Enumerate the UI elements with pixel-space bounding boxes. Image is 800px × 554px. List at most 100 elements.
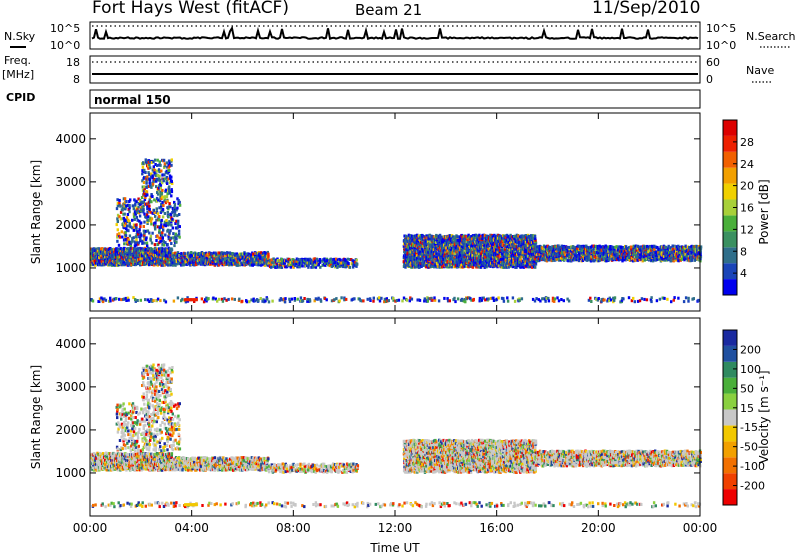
range-gate-cell bbox=[172, 232, 175, 236]
range-gate-cell bbox=[434, 239, 437, 243]
range-gate-cell bbox=[156, 191, 159, 194]
range-gate-cell bbox=[509, 235, 512, 239]
range-gate-cell bbox=[466, 248, 469, 252]
range-gate-cell bbox=[132, 223, 136, 227]
range-gate-cell bbox=[160, 169, 163, 173]
range-gate-cell bbox=[594, 255, 598, 259]
cpid-panel: CPID normal 150 bbox=[6, 89, 701, 109]
range-gate-cell bbox=[160, 218, 163, 222]
range-gate-cell bbox=[497, 245, 501, 249]
range-gate-cell bbox=[116, 248, 120, 251]
range-gate-cell bbox=[517, 236, 520, 240]
range-gate-cell bbox=[475, 246, 478, 249]
range-gate-cell bbox=[157, 261, 161, 265]
range-gate-cell bbox=[166, 228, 170, 232]
range-gate-cell bbox=[125, 200, 128, 203]
range-gate-cell bbox=[506, 245, 509, 249]
range-gate-cell bbox=[419, 242, 422, 246]
range-gate-cell bbox=[108, 263, 112, 267]
range-gate-cell bbox=[610, 247, 613, 251]
range-gate-cell bbox=[481, 237, 484, 241]
range-gate-cell bbox=[168, 222, 171, 226]
range-gate-cell bbox=[499, 257, 503, 261]
range-gate-cell bbox=[125, 204, 128, 208]
range-gate-cell bbox=[119, 210, 123, 214]
range-gate-cell bbox=[246, 252, 250, 256]
range-gate-cell bbox=[411, 256, 415, 260]
range-gate-cell bbox=[519, 265, 522, 269]
range-gate-cell bbox=[263, 261, 266, 265]
range-gate-cell bbox=[153, 179, 156, 183]
range-gate-cell bbox=[148, 263, 151, 267]
range-gate-cell bbox=[147, 248, 150, 252]
range-gate-cell bbox=[627, 253, 631, 257]
range-gate-cell bbox=[129, 244, 133, 247]
range-gate-cell bbox=[175, 240, 178, 244]
range-gate-cell bbox=[171, 182, 174, 185]
range-gate-cell bbox=[174, 222, 177, 225]
range-gate-cell bbox=[134, 248, 137, 252]
range-gate-cell bbox=[250, 256, 254, 259]
range-gate-cell bbox=[126, 213, 130, 216]
range-gate-cell bbox=[150, 222, 153, 226]
range-gate-cell bbox=[456, 235, 459, 239]
range-gate-cell bbox=[300, 262, 303, 266]
range-gate-cell bbox=[146, 259, 150, 263]
range-gate-cell bbox=[116, 228, 119, 232]
range-gate-cell bbox=[463, 241, 466, 245]
range-gate-cell bbox=[505, 261, 509, 265]
range-gate-cell bbox=[135, 223, 138, 227]
range-gate-cell bbox=[166, 223, 170, 227]
range-gate-cell bbox=[521, 253, 524, 257]
range-gate-cell bbox=[538, 247, 542, 251]
range-gate-cell bbox=[632, 253, 635, 257]
nave-tick-low: 0 bbox=[706, 73, 713, 86]
range-gate-cell bbox=[451, 235, 455, 239]
range-gate-cell bbox=[431, 265, 434, 268]
range-gate-cell bbox=[151, 231, 154, 235]
range-gate-cell bbox=[419, 239, 422, 243]
range-gate-cell bbox=[440, 235, 443, 239]
range-gate-cell bbox=[281, 259, 284, 263]
range-gate-cell bbox=[450, 260, 453, 264]
range-gate-cell bbox=[143, 220, 146, 224]
range-gate-cell bbox=[427, 255, 430, 259]
range-gate-cell bbox=[169, 263, 172, 267]
range-gate-cell bbox=[471, 265, 474, 269]
range-gate-cell bbox=[506, 257, 509, 261]
range-gate-cell bbox=[447, 263, 451, 267]
range-gate-cell bbox=[501, 255, 504, 258]
range-gate-cell bbox=[163, 199, 166, 203]
range-gate-cell bbox=[517, 252, 520, 256]
range-gate-cell bbox=[438, 249, 441, 253]
noise-tick-low: 10^0 bbox=[50, 39, 80, 52]
range-gate-cell bbox=[286, 264, 290, 268]
range-gate-cell bbox=[143, 241, 146, 245]
range-gate-cell bbox=[419, 263, 422, 267]
range-gate-cell bbox=[252, 252, 255, 256]
range-gate-cell bbox=[121, 206, 125, 210]
range-gate-cell bbox=[177, 219, 180, 223]
range-gate-cell bbox=[165, 175, 169, 179]
range-gate-cell bbox=[165, 195, 169, 199]
range-gate-cell bbox=[440, 238, 443, 242]
range-gate-cell bbox=[469, 254, 473, 258]
range-gate-cell bbox=[118, 235, 122, 239]
range-gate-cell bbox=[147, 218, 150, 222]
range-gate-cell bbox=[303, 259, 306, 263]
range-gate-cell bbox=[298, 262, 301, 266]
range-gate-cell bbox=[135, 238, 138, 242]
range-gate-cell bbox=[145, 236, 148, 240]
range-gate-cell bbox=[250, 253, 253, 257]
range-gate-cell bbox=[435, 255, 438, 259]
range-gate-cell bbox=[494, 257, 497, 260]
range-gate-cell bbox=[173, 239, 176, 243]
range-gate-cell bbox=[468, 257, 471, 261]
range-gate-cell bbox=[224, 259, 227, 263]
range-gate-cell bbox=[599, 257, 602, 261]
range-gate-cell bbox=[539, 245, 543, 249]
range-gate-cell bbox=[458, 265, 461, 269]
range-gate-cell bbox=[313, 265, 316, 269]
range-gate-cell bbox=[147, 165, 150, 169]
range-gate-cell bbox=[442, 237, 445, 241]
